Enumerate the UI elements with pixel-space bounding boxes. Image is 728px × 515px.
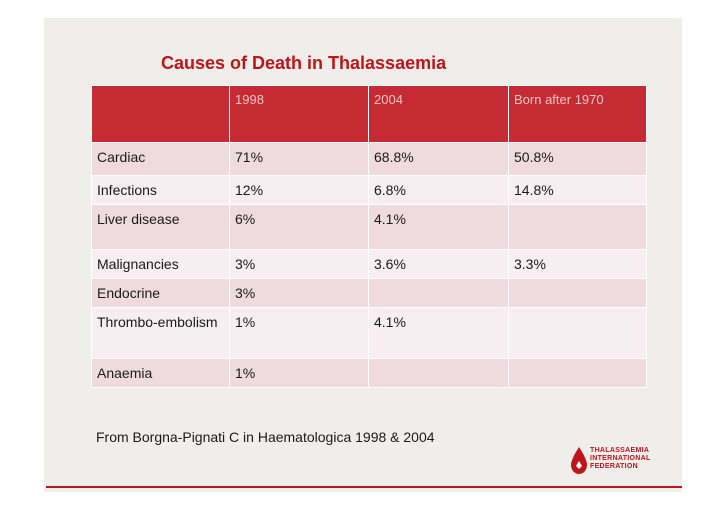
value-cell: 14.8% bbox=[508, 175, 647, 205]
footer-divider bbox=[46, 486, 682, 488]
value-cell: 12% bbox=[229, 175, 369, 205]
table-row: Thrombo-embolism 1% 4.1% bbox=[91, 307, 647, 359]
table-header-row: 1998 2004 Born after 1970 bbox=[91, 85, 647, 143]
value-cell: 3% bbox=[229, 249, 369, 279]
cause-cell: Anaemia bbox=[91, 358, 230, 388]
cause-cell: Cardiac bbox=[91, 142, 230, 176]
cause-cell: Infections bbox=[91, 175, 230, 205]
table-row: Cardiac 71% 68.8% 50.8% bbox=[91, 142, 647, 176]
slide-title: Causes of Death in Thalassaemia bbox=[161, 53, 447, 73]
value-cell bbox=[508, 204, 647, 250]
value-cell: 4.1% bbox=[368, 307, 509, 359]
value-cell bbox=[508, 307, 647, 359]
header-cell: Born after 1970 bbox=[508, 85, 647, 143]
value-cell: 50.8% bbox=[508, 142, 647, 176]
cause-cell: Thrombo-embolism bbox=[91, 307, 230, 359]
header-cell: 1998 bbox=[229, 85, 369, 143]
federation-logo-text: THALASSAEMIA INTERNATIONAL FEDERATION bbox=[590, 447, 651, 471]
source-citation: From Borgna-Pignati C in Haematologica 1… bbox=[96, 429, 435, 445]
table-row: Malignancies 3% 3.6% 3.3% bbox=[91, 249, 647, 279]
table-row: Liver disease 6% 4.1% bbox=[91, 204, 647, 250]
logo-line: THALASSAEMIA bbox=[590, 447, 650, 454]
value-cell: 6.8% bbox=[368, 175, 509, 205]
value-cell bbox=[368, 278, 509, 308]
cause-cell: Liver disease bbox=[91, 204, 230, 250]
logo-line: INTERNATIONAL bbox=[590, 455, 651, 462]
table-row: Infections 12% 6.8% 14.8% bbox=[91, 175, 647, 205]
value-cell bbox=[368, 358, 509, 388]
value-cell: 3.6% bbox=[368, 249, 509, 279]
cause-cell: Endocrine bbox=[91, 278, 230, 308]
value-cell bbox=[508, 358, 647, 388]
table-row: Endocrine 3% bbox=[91, 278, 647, 308]
value-cell: 1% bbox=[229, 307, 369, 359]
value-cell: 3% bbox=[229, 278, 369, 308]
value-cell bbox=[508, 278, 647, 308]
value-cell: 1% bbox=[229, 358, 369, 388]
cause-cell: Malignancies bbox=[91, 249, 230, 279]
value-cell: 71% bbox=[229, 142, 369, 176]
value-cell: 3.3% bbox=[508, 249, 647, 279]
table-row: Anaemia 1% bbox=[91, 358, 647, 388]
causes-of-death-table: 1998 2004 Born after 1970 Cardiac 71% 68… bbox=[91, 85, 647, 388]
blood-drop-logo-icon bbox=[571, 447, 587, 474]
value-cell: 6% bbox=[229, 204, 369, 250]
header-cell bbox=[91, 85, 230, 143]
logo-line: FEDERATION bbox=[590, 463, 638, 470]
value-cell: 68.8% bbox=[368, 142, 509, 176]
header-cell: 2004 bbox=[368, 85, 509, 143]
value-cell: 4.1% bbox=[368, 204, 509, 250]
